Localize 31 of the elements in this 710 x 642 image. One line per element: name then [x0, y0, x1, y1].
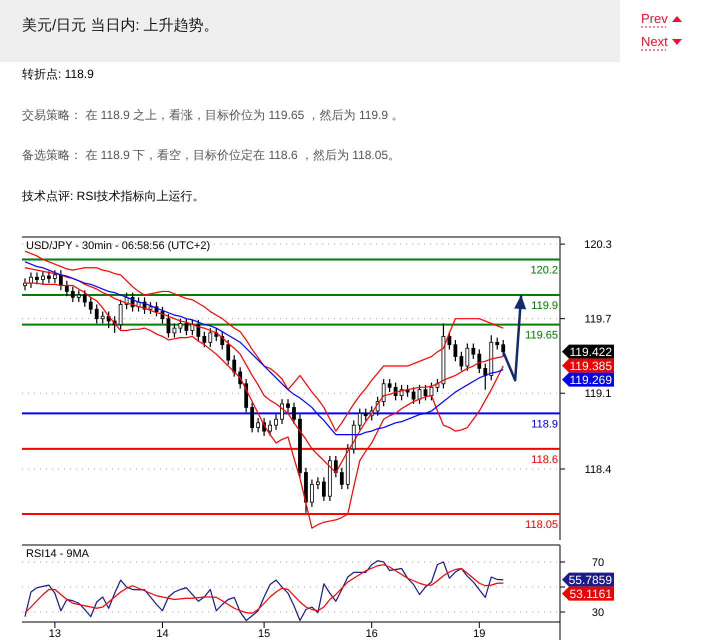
x-tick-label: 19	[473, 628, 486, 640]
text: 美元/日元 当日内: 上升趋势。	[22, 17, 219, 34]
text: 交易策略： 在 118.9 之上，看涨，目标价位为 119.65 ，然后为 119.9 。	[22, 108, 404, 122]
text: 技术点评: RSI技术指标向上运行。	[21, 189, 205, 203]
chart-title: USD/JPY - 30min - 06:58:56 (UTC+2)	[26, 240, 210, 252]
ref-line-label: 118.05	[525, 518, 558, 531]
ref-line-label: 118.6	[531, 454, 558, 466]
text: 119.422	[570, 345, 612, 360]
ref-line-label: 118.9	[531, 418, 558, 430]
text: Prev	[641, 11, 668, 26]
text: 转折点: 118.9	[22, 67, 94, 81]
text: Next	[641, 34, 668, 49]
text: 119.385	[570, 359, 612, 374]
x-tick-label: 13	[48, 628, 62, 640]
x-tick-label: 15	[258, 628, 270, 640]
x-tick-label: 14	[156, 628, 169, 640]
text: 119.269	[570, 373, 612, 388]
y-tick-label: 118.4	[584, 464, 612, 476]
y-tick-label: 119.7	[584, 314, 612, 326]
text: 55.7859	[568, 573, 612, 588]
ref-line-label: 120.2	[530, 264, 558, 276]
y-tick-label: 70	[592, 557, 604, 569]
y-tick-label: 30	[592, 607, 604, 619]
ref-line-label: 119.9	[531, 300, 558, 312]
y-tick-label: 120.3	[584, 239, 612, 252]
chart-title: RSI14 - 9MA	[26, 548, 90, 560]
text: 备选策略： 在 118.9 下，看空，目标价位定在 118.6 ，然后为 118.05。	[22, 148, 400, 162]
text: 53.1161	[570, 587, 612, 602]
y-tick-label: 119.1	[584, 388, 612, 400]
x-tick-label: 16	[366, 628, 378, 640]
ref-line-label: 119.65	[525, 330, 558, 342]
